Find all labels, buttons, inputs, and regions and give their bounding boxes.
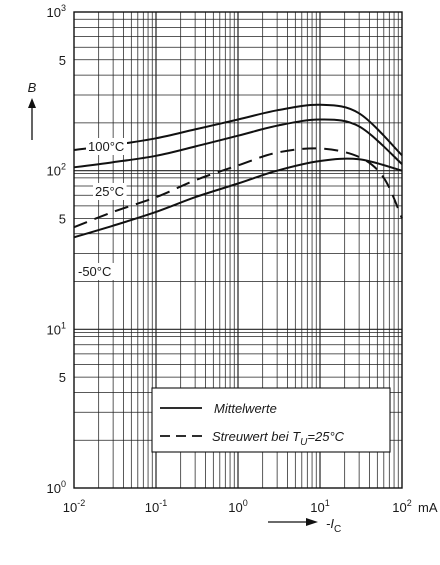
- x-tick-label: 10-1: [145, 498, 167, 515]
- x-axis-symbol: -IC: [326, 516, 341, 535]
- x-tick-base: 10: [392, 500, 406, 515]
- curve-label: 100°C: [88, 139, 124, 154]
- x-tick-base: 10: [145, 500, 159, 515]
- y-tick-label: 103: [47, 3, 66, 20]
- y-tick-exponent: 3: [61, 3, 66, 13]
- legend-label-streuwert: Streuwert bei TU=25°C: [212, 429, 345, 448]
- x-tick-exponent: -1: [159, 498, 167, 508]
- y-axis-symbol: B: [28, 80, 37, 95]
- y-tick-label: 5: [59, 211, 66, 226]
- y-tick-label: 5: [59, 370, 66, 385]
- x-tick-label: 10-2: [63, 498, 85, 515]
- legend-label-streuwert-tail: =25°C: [307, 429, 344, 444]
- y-tick-exponent: 1: [61, 320, 66, 330]
- legend-label-streuwert-main: Streuwert bei T: [212, 429, 301, 444]
- legend-label-mittelwerte: Mittelwerte: [214, 401, 277, 416]
- x-tick-exponent: 0: [243, 498, 248, 508]
- x-tick-base: 10: [63, 500, 77, 515]
- y-tick-exponent: 2: [61, 162, 66, 172]
- x-tick-exponent: 1: [325, 498, 330, 508]
- curve-label-bg: [76, 263, 117, 280]
- series-line-streuwert-bei-t-u-25-c: [73, 147, 403, 229]
- curve-labels: 100°C 25°C -50°C: [76, 138, 127, 280]
- curve-label-bg: [86, 138, 127, 155]
- x-axis-symbol-sub: C: [334, 524, 341, 535]
- curve-label: -50°C: [78, 264, 111, 279]
- y-tick-label: 100: [47, 479, 66, 496]
- x-tick-label: 101: [310, 498, 329, 515]
- y-axis-arrow-head: [28, 98, 36, 108]
- y-tick-base: 10: [47, 481, 61, 496]
- y-tick-label: 5: [59, 53, 66, 68]
- curve-label: 25°C: [95, 184, 124, 199]
- x-tick-exponent: 2: [407, 498, 412, 508]
- x-tick-label: 100: [228, 498, 247, 515]
- x-axis-unit: mA: [418, 500, 438, 515]
- x-axis-symbol-main: -I: [326, 516, 334, 531]
- series-line-25-c: [73, 118, 403, 169]
- series-line--50-c: [73, 157, 403, 239]
- y-tick-exponent: 0: [61, 479, 66, 489]
- legend: Mittelwerte Streuwert bei TU=25°C: [151, 387, 391, 453]
- x-axis-arrow-head: [306, 518, 318, 526]
- y-tick-label: 101: [47, 320, 66, 337]
- x-tick-exponent: -2: [77, 498, 85, 508]
- y-tick-label: 102: [47, 162, 66, 179]
- plot-frame: [73, 11, 403, 489]
- curve-label-bg: [93, 183, 127, 200]
- x-tick-base: 10: [228, 500, 242, 515]
- y-tick-base: 10: [47, 322, 61, 337]
- y-tick-base: 10: [47, 164, 61, 179]
- x-tick-label: 102: [392, 498, 411, 515]
- x-tick-base: 10: [310, 500, 324, 515]
- y-axis-title: B: [28, 80, 37, 140]
- legend-box: [151, 387, 391, 453]
- y-tick-base: 10: [47, 5, 61, 20]
- x-axis-title: -IC mA: [268, 500, 438, 535]
- legend-label-streuwert-sub: U: [300, 437, 308, 448]
